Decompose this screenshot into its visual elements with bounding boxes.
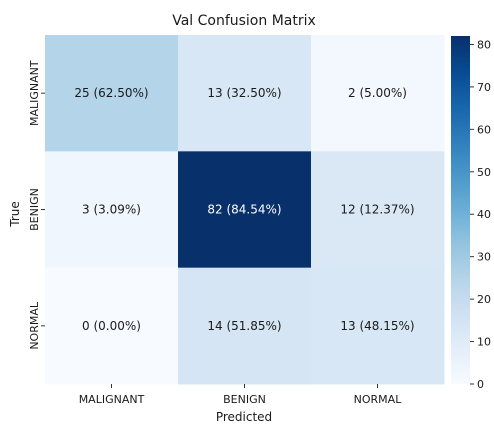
- cell-value-label: 14 (51.85%): [207, 319, 281, 333]
- colorbar-tick-label: 30: [477, 251, 491, 264]
- colorbar-tick-label: 50: [477, 166, 491, 179]
- y-axis-label: True: [8, 201, 22, 228]
- cell-value-label: 12 (12.37%): [340, 203, 414, 217]
- colorbar-tick-label: 10: [477, 336, 491, 349]
- colorbar-tick-label: 80: [477, 38, 491, 51]
- cell-value-label: 13 (48.15%): [340, 319, 414, 333]
- x-tick-label: BENIGN: [223, 393, 266, 406]
- y-tick-label: BENIGN: [28, 188, 41, 231]
- cell-value-label: 2 (5.00%): [348, 86, 407, 100]
- y-tick-label: NORMAL: [28, 301, 41, 350]
- colorbar-tick-label: 0: [477, 378, 484, 391]
- x-axis-label: Predicted: [216, 410, 272, 423]
- y-axis: MALIGNANT BENIGN NORMAL: [28, 60, 45, 350]
- cell-value-label: 82 (84.54%): [207, 203, 281, 217]
- cell-value-label: 0 (0.00%): [82, 319, 141, 333]
- y-tick-label: MALIGNANT: [28, 60, 41, 126]
- chart-title: Val Confusion Matrix: [172, 13, 316, 29]
- colorbar-tick-label: 20: [477, 293, 491, 306]
- x-tick-label: NORMAL: [354, 393, 403, 406]
- cell-value-label: 13 (32.50%): [207, 86, 281, 100]
- cell-value-label: 3 (3.09%): [82, 203, 141, 217]
- x-axis: MALIGNANT BENIGN NORMAL: [79, 384, 403, 406]
- cell-value-label: 25 (62.50%): [74, 86, 148, 100]
- x-tick-label: MALIGNANT: [79, 393, 145, 406]
- colorbar: [451, 36, 470, 384]
- colorbar-tick-label: 40: [477, 208, 491, 221]
- colorbar-ticks: 0 10 20 30 40 50 60 70 80: [470, 38, 491, 391]
- colorbar-tick-label: 70: [477, 81, 491, 94]
- colorbar-tick-label: 60: [477, 123, 491, 136]
